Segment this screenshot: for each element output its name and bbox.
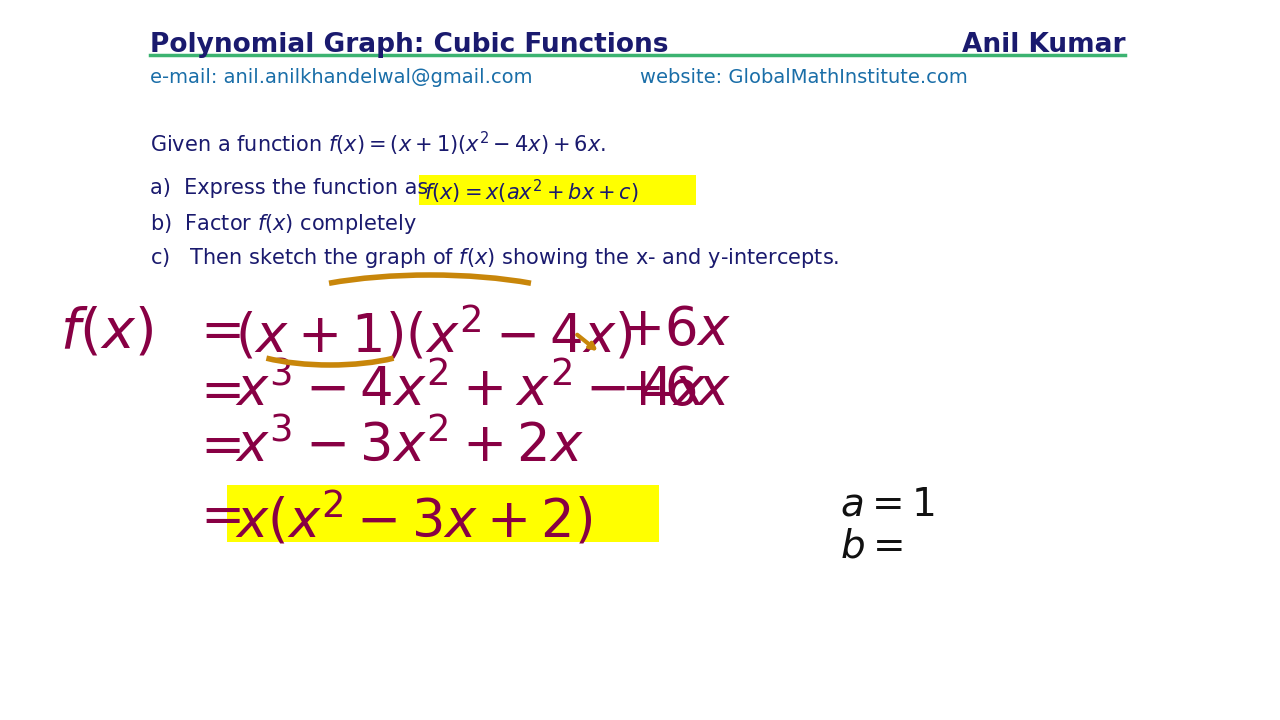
Text: $=$: $=$ (189, 490, 241, 541)
Text: $f(x) = x(ax^2 + bx + c)$: $f(x) = x(ax^2 + bx + c)$ (424, 178, 639, 206)
Text: $x(x^2 - 3x + 2)$: $x(x^2 - 3x + 2)$ (236, 490, 593, 549)
Text: $+6x$: $+6x$ (620, 305, 731, 356)
Text: c)   Then sketch the graph of $f(x)$ showing the x- and y-intercepts.: c) Then sketch the graph of $f(x)$ showi… (150, 246, 840, 270)
Text: $f(x)$: $f(x)$ (60, 305, 152, 360)
Text: $=$: $=$ (189, 365, 241, 416)
Text: Polynomial Graph: Cubic Functions: Polynomial Graph: Cubic Functions (150, 32, 668, 58)
Text: $+6x$: $+6x$ (620, 365, 731, 416)
Text: $x^3-4x^2+x^2-4x$: $x^3-4x^2+x^2-4x$ (236, 365, 707, 418)
Text: $a = 1$: $a = 1$ (840, 485, 934, 523)
FancyBboxPatch shape (227, 485, 659, 542)
Text: $=$: $=$ (189, 420, 241, 471)
Text: $(x+1)(x^2-4x)$: $(x+1)(x^2-4x)$ (236, 305, 632, 364)
Text: website: GlobalMathInstitute.com: website: GlobalMathInstitute.com (640, 68, 968, 87)
Text: e-mail: anil.anilkhandelwal@gmail.com: e-mail: anil.anilkhandelwal@gmail.com (150, 68, 532, 87)
Text: $=$: $=$ (189, 305, 241, 356)
Text: a)  Express the function as: a) Express the function as (150, 178, 435, 198)
Text: b)  Factor $f(x)$ completely: b) Factor $f(x)$ completely (150, 212, 417, 236)
Text: Given a function $f(x) = (x + 1)(x^2 - 4x) + 6x.$: Given a function $f(x) = (x + 1)(x^2 - 4… (150, 130, 605, 158)
FancyBboxPatch shape (419, 175, 696, 205)
Text: $x^3 - 3x^2 + 2x$: $x^3 - 3x^2 + 2x$ (236, 420, 584, 472)
Text: $b =$: $b =$ (840, 528, 902, 566)
Text: Anil Kumar: Anil Kumar (961, 32, 1125, 58)
